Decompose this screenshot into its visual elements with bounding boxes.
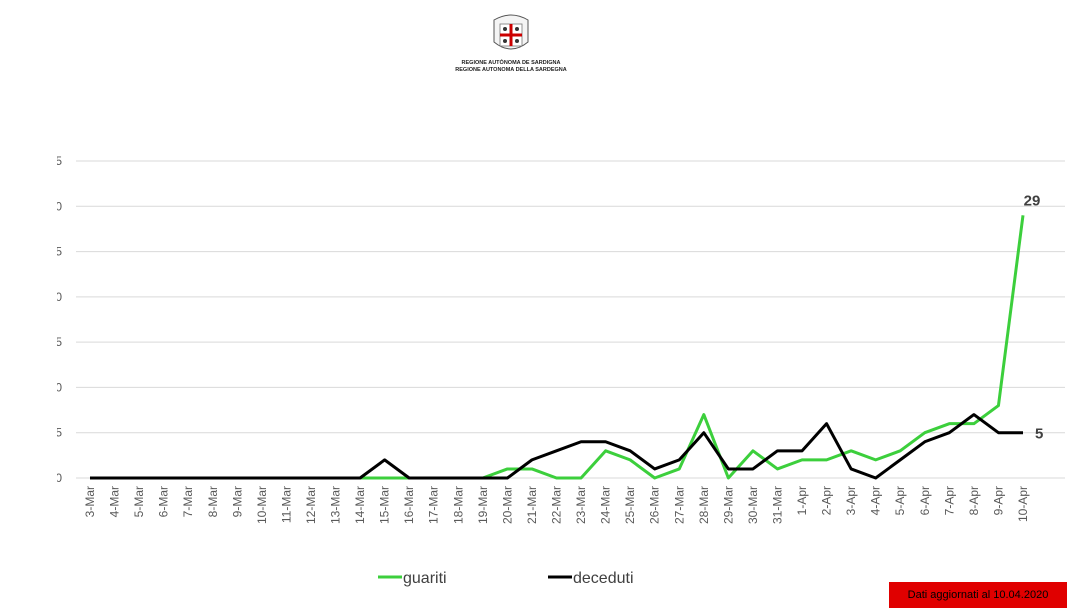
x-tick-label: 4-Mar bbox=[108, 486, 122, 517]
header-line: REGIONE AUTONOMA DELLA SARDEGNA bbox=[455, 67, 566, 73]
x-tick-label: 24-Mar bbox=[599, 486, 613, 524]
y-labels: 0 5 10 15 20 25 30 35 bbox=[49, 154, 63, 485]
x-tick-label: 29-Mar bbox=[721, 486, 735, 524]
x-tick-label: 1-Apr bbox=[795, 486, 809, 515]
x-tick-label: 9-Apr bbox=[991, 486, 1005, 515]
y-tick-label: 20 bbox=[49, 290, 63, 304]
x-tick-label: 23-Mar bbox=[574, 486, 588, 524]
x-tick-label: 14-Mar bbox=[353, 486, 367, 524]
y-tick-label: 25 bbox=[49, 245, 63, 259]
x-tick-label: 5-Apr bbox=[893, 486, 907, 515]
header-line: REGIONE AUTÒNOMA DE SARDIGNA bbox=[462, 58, 561, 66]
series-line bbox=[90, 215, 1025, 480]
y-tick-label: 0 bbox=[55, 471, 62, 485]
y-tick-label: 15 bbox=[49, 335, 63, 349]
x-tick-label: 6-Apr bbox=[918, 486, 932, 515]
x-tick-label: 27-Mar bbox=[672, 486, 686, 524]
legend-label: guariti bbox=[403, 570, 447, 587]
x-tick-label: 18-Mar bbox=[451, 486, 465, 524]
x-tick-label: 9-Mar bbox=[230, 486, 244, 517]
x-tick-label: 5-Mar bbox=[132, 486, 146, 517]
x-tick-label: 11-Mar bbox=[279, 486, 293, 523]
x-tick-label: 26-Mar bbox=[648, 486, 662, 524]
data-label: 5 bbox=[1035, 426, 1043, 443]
x-tick-label: 3-Apr bbox=[844, 486, 858, 515]
x-tick-label: 10-Apr bbox=[1016, 486, 1030, 522]
x-tick-label: 7-Mar bbox=[181, 486, 195, 517]
x-tick-label: 28-Mar bbox=[697, 486, 711, 524]
series-line bbox=[90, 413, 1023, 480]
x-tick-label: 19-Mar bbox=[476, 486, 490, 524]
x-tick-label: 21-Mar bbox=[525, 486, 539, 524]
y-tick-label: 10 bbox=[49, 380, 63, 394]
y-tick-label: 35 bbox=[49, 154, 63, 168]
x-tick-label: 12-Mar bbox=[304, 486, 318, 524]
x-tick-label: 31-Mar bbox=[770, 486, 784, 524]
x-tick-label: 13-Mar bbox=[329, 486, 343, 524]
x-tick-label: 10-Mar bbox=[255, 486, 269, 524]
x-tick-label: 3-Mar bbox=[83, 486, 97, 517]
x-tick-label: 22-Mar bbox=[550, 486, 564, 524]
x-tick-label: 20-Mar bbox=[500, 486, 514, 524]
y-tick-label: 30 bbox=[49, 199, 63, 213]
data-label: 29 bbox=[1024, 192, 1041, 209]
x-tick-label: 6-Mar bbox=[157, 486, 171, 517]
logo bbox=[493, 14, 529, 50]
x-tick-label: 8-Apr bbox=[967, 486, 981, 515]
x-tick-label: 2-Apr bbox=[820, 486, 834, 515]
x-tick-label: 17-Mar bbox=[427, 486, 441, 524]
x-tick-label: 8-Mar bbox=[206, 486, 220, 517]
x-tick-label: 30-Mar bbox=[746, 486, 760, 524]
x-tick-label: 16-Mar bbox=[402, 486, 416, 524]
note-box bbox=[889, 582, 1067, 608]
x-tick-label: 15-Mar bbox=[378, 486, 392, 524]
x-tick-label: 4-Apr bbox=[869, 486, 883, 515]
x-tick-label: 25-Mar bbox=[623, 486, 637, 524]
note: Dati aggiornati al 10.04.2020 bbox=[908, 589, 1049, 601]
y-tick-label: 5 bbox=[55, 426, 62, 440]
legend-label: deceduti bbox=[573, 570, 634, 587]
x-tick-label: 7-Apr bbox=[942, 486, 956, 515]
